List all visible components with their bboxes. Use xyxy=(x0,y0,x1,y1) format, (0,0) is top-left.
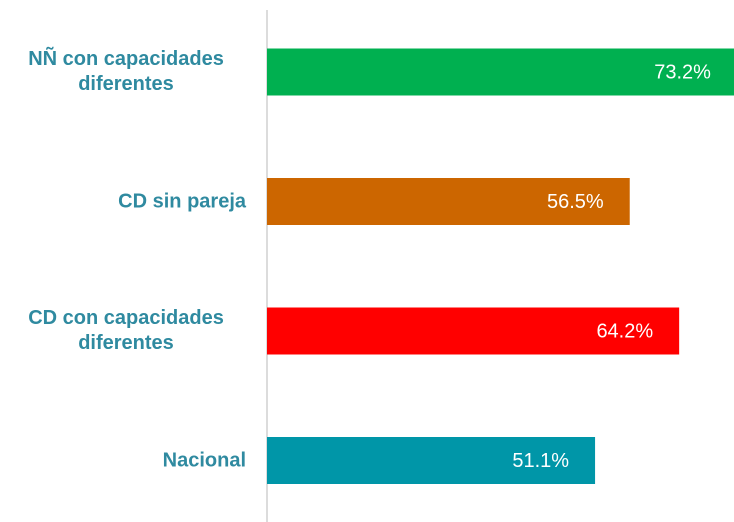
value-label: 56.5% xyxy=(547,191,604,213)
category-label: CD sin pareja xyxy=(118,190,246,212)
category-label-box: NÑ con capacidades diferentes xyxy=(0,47,246,97)
bar xyxy=(267,48,734,96)
category-label: CD con capacidades diferentes xyxy=(28,307,224,354)
category-label-box: CD sin pareja xyxy=(0,189,246,214)
bar xyxy=(267,437,596,484)
category-label: Nacional xyxy=(162,449,246,471)
bar xyxy=(267,178,630,225)
value-label: 64.2% xyxy=(596,320,653,342)
category-label-box: CD con capacidades diferentes xyxy=(0,306,246,356)
value-label: 51.1% xyxy=(512,450,569,472)
value-label: 73.2% xyxy=(654,61,711,83)
bar xyxy=(267,307,680,355)
category-label-box: Nacional xyxy=(0,448,246,473)
category-label: NÑ con capacidades diferentes xyxy=(28,48,224,95)
